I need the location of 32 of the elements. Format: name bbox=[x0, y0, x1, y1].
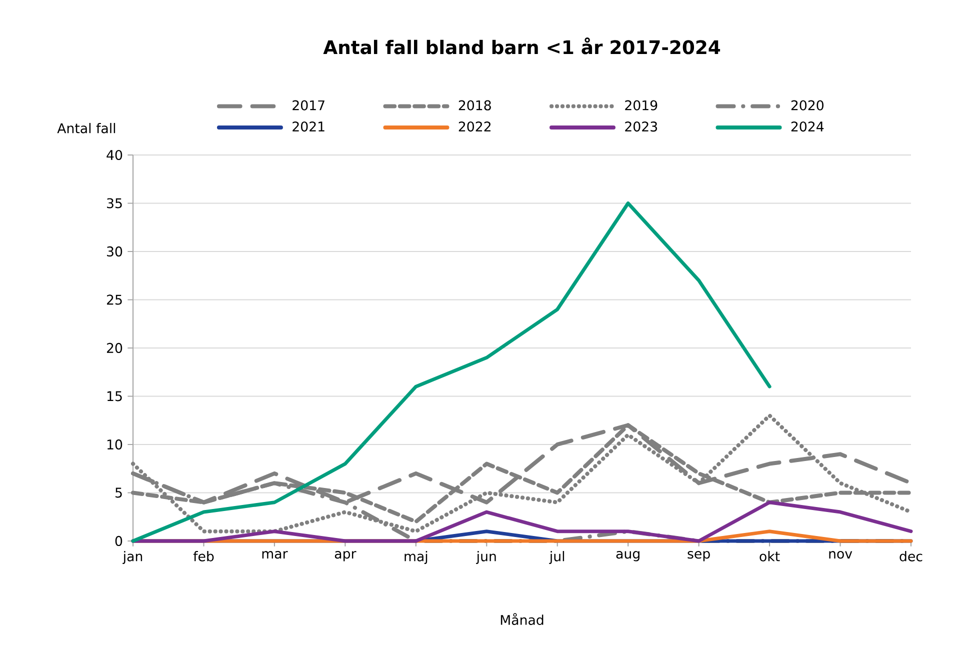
y-tick-label: 5 bbox=[116, 488, 122, 498]
x-tick-label: okt bbox=[760, 551, 780, 562]
legend-label: 2022 bbox=[458, 121, 490, 132]
y-tick-label: 35 bbox=[107, 198, 122, 208]
y-tick-label: 10 bbox=[107, 439, 122, 450]
legend-label: 2018 bbox=[458, 100, 491, 110]
y-axis-title: Antal fall bbox=[57, 122, 116, 134]
y-tick-label: 40 bbox=[106, 150, 122, 160]
x-tick-label: feb bbox=[193, 551, 214, 562]
legend-label: 2019 bbox=[625, 100, 658, 110]
x-tick-label: maj bbox=[404, 551, 428, 564]
y-tick-label: 20 bbox=[106, 342, 122, 354]
x-tick-label: mar bbox=[262, 551, 288, 559]
x-axis-title: Månad bbox=[500, 613, 544, 625]
legend-label: 2024 bbox=[791, 121, 824, 132]
y-tick-label: 25 bbox=[106, 294, 122, 305]
x-tick-label: jan bbox=[122, 551, 142, 564]
legend-label: 2017 bbox=[292, 100, 324, 110]
legend-label: 2020 bbox=[791, 100, 824, 110]
y-tick-label: 15 bbox=[107, 391, 122, 402]
x-tick-label: jul bbox=[549, 551, 564, 564]
x-tick-label: nov bbox=[829, 551, 852, 559]
x-tick-label: dec bbox=[900, 551, 922, 562]
legend-label: 2021 bbox=[292, 121, 324, 132]
y-tick-label: 30 bbox=[107, 246, 122, 257]
y-tick-label: 0 bbox=[115, 536, 122, 546]
legend-label: 2023 bbox=[625, 121, 658, 132]
x-tick-label: sep bbox=[688, 551, 710, 562]
x-tick-label: jun bbox=[476, 551, 496, 564]
x-tick-label: aug bbox=[616, 551, 640, 562]
x-tick-label: apr bbox=[334, 551, 356, 562]
chart-title: Antal fall bland barn <1 år 2017-2024 bbox=[323, 37, 720, 54]
